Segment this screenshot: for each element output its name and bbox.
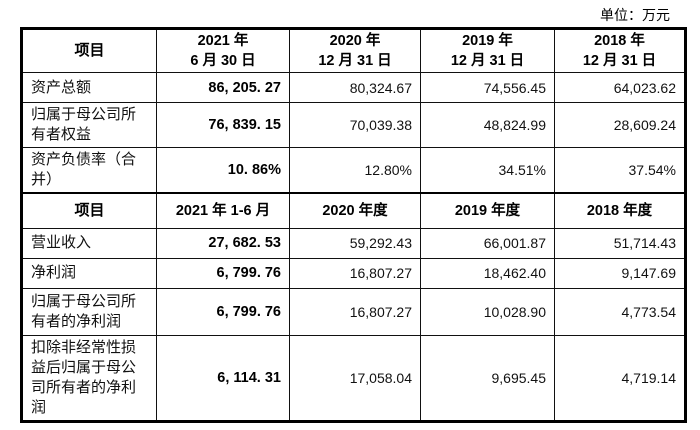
income-header-row: 项目 2021 年 1-6 月 2020 年度 2019 年度 2018 年度 (21, 192, 686, 229)
value-cell: 28,609.24 (554, 102, 686, 148)
col-header-2020-12-31: 2020 年 12 月 31 日 (289, 28, 421, 73)
value-cell: 74,556.45 (420, 72, 555, 103)
value-cell: 16,807.27 (289, 287, 421, 336)
row-label: 营业收入 (21, 227, 157, 259)
col-header-2018-fy: 2018 年度 (554, 192, 686, 229)
value-cell: 10,028.90 (420, 287, 555, 336)
value-cell: 12.80% (289, 147, 421, 194)
row-label: 扣除非经常性损益后归属于母公司所有者的净利润 (21, 334, 157, 422)
row-label: 归属于母公司所有者的净利润 (21, 287, 157, 336)
value-cell: 66,001.87 (420, 227, 555, 259)
unit-label: 单位：万元 (600, 7, 670, 23)
value-cell: 9,695.45 (420, 334, 555, 422)
table-row-parent-net-profit: 归属于母公司所有者的净利润 6, 799. 76 16,807.27 10,02… (21, 287, 686, 336)
col-header-item: 项目 (21, 192, 157, 229)
financial-summary-table: 项目 2021 年 6 月 30 日 2020 年 12 月 31 日 2019… (20, 27, 687, 423)
value-cell: 10. 86% (156, 147, 290, 194)
value-cell: 76, 839. 15 (156, 102, 290, 148)
col-header-2019-fy: 2019 年度 (420, 192, 555, 229)
row-label: 资产总额 (21, 72, 157, 103)
value-cell: 86, 205. 27 (156, 72, 290, 103)
col-header-2021-06-30: 2021 年 6 月 30 日 (156, 28, 290, 73)
col-header-2021-h1: 2021 年 1-6 月 (156, 192, 290, 229)
value-cell: 70,039.38 (289, 102, 421, 148)
header-line: 12 月 31 日 (450, 53, 525, 69)
header-line: 2021 年 (197, 33, 249, 49)
value-cell: 64,023.62 (554, 72, 686, 103)
col-header-2020-fy: 2020 年度 (289, 192, 421, 229)
header-line: 12 月 31 日 (318, 53, 392, 69)
value-cell: 6, 799. 76 (156, 257, 290, 289)
value-cell: 17,058.04 (289, 334, 421, 422)
value-cell: 6, 799. 76 (156, 287, 290, 336)
header-line: 12 月 31 日 (582, 53, 657, 69)
col-header-2019-12-31: 2019 年 12 月 31 日 (420, 28, 555, 73)
col-header-item: 项目 (21, 28, 157, 73)
col-header-2018-12-31: 2018 年 12 月 31 日 (554, 28, 686, 73)
value-cell: 9,147.69 (554, 257, 686, 289)
table-row-debt-ratio: 资产负债率（合并） 10. 86% 12.80% 34.51% 37.54% (21, 147, 686, 194)
value-cell: 4,719.14 (554, 334, 686, 422)
header-line: 6 月 30 日 (190, 53, 256, 69)
value-cell: 27, 682. 53 (156, 227, 290, 259)
value-cell: 37.54% (554, 147, 686, 194)
value-cell: 16,807.27 (289, 257, 421, 289)
table-row-net-profit: 净利润 6, 799. 76 16,807.27 18,462.40 9,147… (21, 257, 686, 289)
value-cell: 6, 114. 31 (156, 334, 290, 422)
header-line: 2018 年 (594, 33, 645, 49)
table-row-total-assets: 资产总额 86, 205. 27 80,324.67 74,556.45 64,… (21, 72, 686, 103)
value-cell: 4,773.54 (554, 287, 686, 336)
header-line: 2020 年 (329, 33, 381, 49)
row-label: 净利润 (21, 257, 157, 289)
row-label: 归属于母公司所有者权益 (21, 102, 157, 148)
header-line: 2019 年 (462, 33, 513, 49)
value-cell: 18,462.40 (420, 257, 555, 289)
table-row-revenue: 营业收入 27, 682. 53 59,292.43 66,001.87 51,… (21, 227, 686, 259)
table-row-non-recurring-net-profit: 扣除非经常性损益后归属于母公司所有者的净利润 6, 114. 31 17,058… (21, 334, 686, 422)
value-cell: 51,714.43 (554, 227, 686, 259)
row-label: 资产负债率（合并） (21, 147, 157, 194)
table-row-parent-equity: 归属于母公司所有者权益 76, 839. 15 70,039.38 48,824… (21, 102, 686, 148)
value-cell: 59,292.43 (289, 227, 421, 259)
value-cell: 48,824.99 (420, 102, 555, 148)
value-cell: 34.51% (420, 147, 555, 194)
value-cell: 80,324.67 (289, 72, 421, 103)
balance-header-row: 项目 2021 年 6 月 30 日 2020 年 12 月 31 日 2019… (21, 28, 686, 73)
